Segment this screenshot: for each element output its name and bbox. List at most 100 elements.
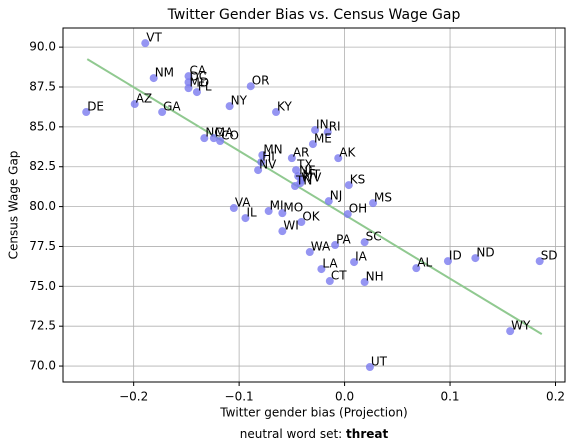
point — [192, 88, 201, 97]
point — [297, 218, 306, 227]
point — [535, 257, 544, 266]
point — [254, 166, 263, 175]
point-label: GA — [163, 100, 181, 114]
point-label: ME — [314, 132, 332, 146]
point-label: ID — [449, 249, 462, 263]
point — [344, 181, 353, 190]
fit-line — [86, 58, 543, 336]
point-label: NC — [205, 126, 222, 140]
point — [308, 140, 317, 149]
point-label: MN — [263, 143, 282, 157]
point-label: MI — [270, 199, 284, 213]
point-label: NJ — [330, 189, 343, 203]
y-tick-label: 82.5 — [29, 159, 56, 173]
point-label: KS — [350, 173, 366, 187]
point — [287, 154, 296, 163]
chart-title: Twitter Gender Bias vs. Census Wage Gap — [167, 7, 461, 23]
point — [149, 74, 158, 83]
point-label: CT — [331, 269, 347, 283]
point — [292, 166, 301, 175]
y-tick-label: 72.5 — [29, 319, 56, 333]
point-label: OR — [252, 74, 270, 88]
point-label: LA — [322, 257, 338, 271]
caption-emphasis: threat — [346, 427, 388, 441]
point — [278, 227, 287, 236]
point-label: CA — [190, 64, 207, 78]
point-label: KY — [277, 100, 292, 114]
point-label: WI — [283, 219, 298, 233]
point — [365, 363, 374, 372]
point-label: WV — [301, 171, 322, 185]
point-label: SD — [541, 249, 558, 263]
point — [369, 199, 378, 208]
y-tick-label: 75.0 — [29, 279, 56, 293]
point — [506, 327, 515, 336]
point-label: NM — [155, 66, 174, 80]
point-label: HI — [262, 150, 275, 164]
point-label: SC — [366, 230, 382, 244]
point — [184, 78, 193, 87]
x-tick-label: 0.0 — [335, 390, 354, 404]
point-label: VA — [235, 196, 251, 210]
point — [412, 264, 421, 273]
point — [443, 257, 452, 266]
point-label: TX — [296, 158, 313, 172]
point-label: MT — [302, 168, 320, 182]
point — [216, 137, 225, 146]
point-label: AK — [339, 146, 356, 160]
point — [257, 158, 266, 167]
point-label: DC — [190, 70, 208, 84]
point — [317, 265, 326, 274]
point-label: MA — [215, 126, 234, 140]
point-label: NE — [299, 164, 316, 178]
y-tick-label: 87.5 — [29, 80, 56, 94]
y-tick-label: 70.0 — [29, 359, 56, 373]
point — [323, 128, 332, 137]
point-label: VT — [146, 31, 162, 45]
point — [311, 126, 320, 135]
point-label: NH — [366, 270, 384, 284]
point-label: CO — [221, 129, 239, 143]
point — [291, 182, 300, 191]
point — [325, 277, 334, 286]
point — [184, 84, 193, 93]
plot-frame — [62, 27, 566, 383]
point-label: FL — [198, 80, 212, 94]
point — [158, 108, 167, 117]
point-label: IL — [246, 206, 257, 220]
point-label: AZ — [136, 92, 152, 106]
x-tick-label: 0.2 — [546, 390, 565, 404]
point-label: WY — [511, 319, 531, 333]
point — [350, 258, 359, 267]
y-tick-label: 80.0 — [29, 199, 56, 213]
point — [343, 210, 352, 219]
point-label: OK — [302, 210, 320, 224]
point — [258, 151, 267, 160]
y-tick-label: 90.0 — [29, 40, 56, 54]
caption: neutral word set: threat — [240, 427, 389, 441]
point-label: PA — [336, 233, 351, 247]
caption-text: neutral word set: — [240, 427, 342, 441]
point — [324, 197, 333, 206]
y-axis-label: Census Wage Gap — [7, 151, 21, 260]
point — [200, 134, 209, 143]
point — [360, 238, 369, 247]
point-label: OH — [349, 202, 367, 216]
y-tick-label: 77.5 — [29, 239, 56, 253]
point — [225, 102, 234, 111]
point — [229, 204, 238, 213]
point-label: MS — [374, 191, 392, 205]
point-label: DE — [87, 100, 104, 114]
point — [272, 108, 281, 117]
point — [82, 108, 91, 117]
point-label: IN — [316, 118, 329, 132]
point — [305, 248, 314, 257]
point — [209, 134, 218, 143]
point — [331, 241, 340, 250]
point-label: AL — [417, 256, 432, 270]
point-label: ND — [476, 246, 494, 260]
point — [141, 39, 150, 48]
point-label: MO — [283, 201, 303, 215]
point-label: UT — [371, 355, 388, 369]
